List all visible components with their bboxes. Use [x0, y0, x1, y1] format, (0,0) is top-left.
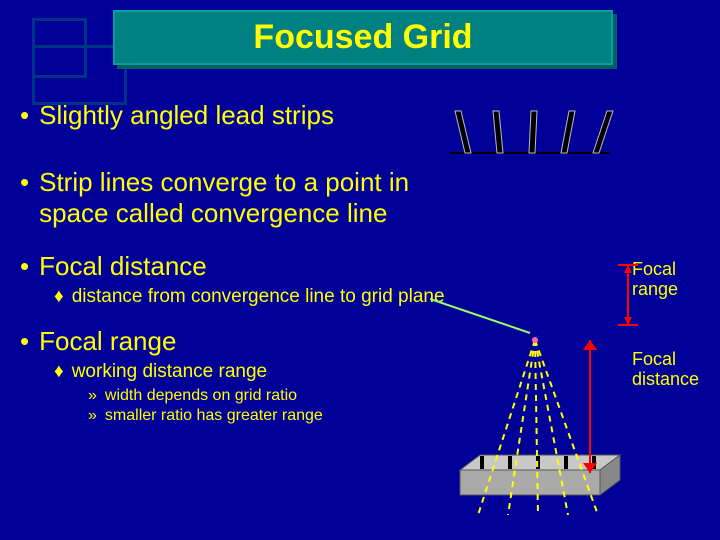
- bullet-1: • Slightly angled lead strips: [20, 100, 450, 131]
- diamond-icon: ♦: [54, 286, 64, 308]
- angled-strips-icon: [445, 105, 615, 160]
- bullet-4a1: » width depends on grid ratio: [88, 387, 450, 405]
- bullet-3a-text: distance from convergence line to grid p…: [72, 286, 445, 308]
- bullet-3: • Focal distance: [20, 251, 450, 282]
- bullet-4a1-text: width depends on grid ratio: [105, 387, 297, 405]
- bullet-dot: •: [20, 167, 29, 229]
- bullet-dot: •: [20, 251, 29, 282]
- diamond-icon: ♦: [54, 361, 64, 383]
- focused-grid-diagram: [430, 245, 720, 535]
- bullet-3-text: Focal distance: [39, 251, 207, 282]
- bullet-4a-text: working distance range: [72, 361, 267, 383]
- arrow-icon: »: [88, 407, 97, 425]
- bullet-4a2-text: smaller ratio has greater range: [105, 407, 323, 425]
- bullet-3a: ♦ distance from convergence line to grid…: [54, 286, 450, 308]
- bullet-4-text: Focal range: [39, 326, 176, 357]
- arrow-icon: »: [88, 387, 97, 405]
- bullet-dot: •: [20, 100, 29, 131]
- bullet-2: • Strip lines converge to a point in spa…: [20, 167, 450, 229]
- content-area: • Slightly angled lead strips • Strip li…: [20, 100, 450, 427]
- bullet-4: • Focal range: [20, 326, 450, 357]
- bullet-2-text: Strip lines converge to a point in space…: [39, 167, 450, 229]
- bullet-4a: ♦ working distance range: [54, 361, 450, 383]
- bullet-1-text: Slightly angled lead strips: [39, 100, 334, 131]
- bullet-dot: •: [20, 326, 29, 357]
- bullet-4a2: » smaller ratio has greater range: [88, 407, 450, 425]
- slide-title: Focused Grid: [253, 18, 472, 57]
- title-box: Focused Grid: [113, 10, 613, 65]
